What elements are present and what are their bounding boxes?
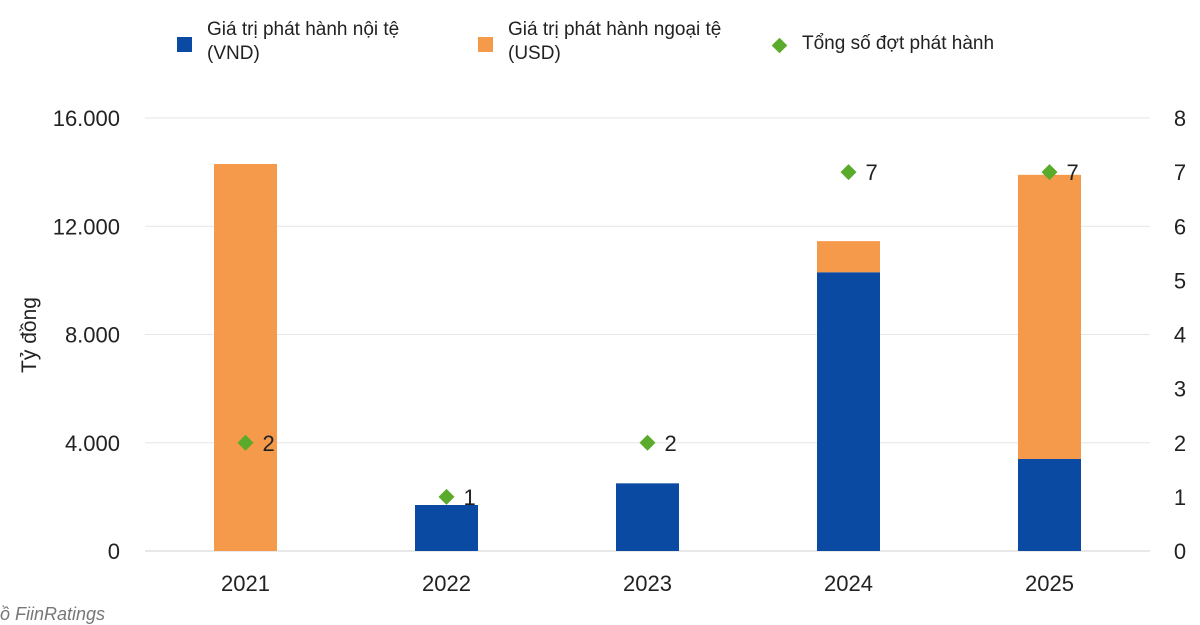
y2-tick-label: 3 (1174, 377, 1186, 402)
y-tick-label: 16.000 (53, 106, 120, 131)
y-axis-label: Tỷ đồng (18, 297, 41, 373)
x-tick-label: 2022 (422, 571, 471, 596)
count-marker-2024 (840, 164, 857, 181)
count-marker-2025 (1041, 164, 1058, 181)
y-tick-label: 0 (108, 539, 120, 564)
legend-item-usd: Giá trị phát hành ngoại tệ (USD) (478, 18, 758, 66)
legend-swatch-vnd (177, 37, 192, 52)
legend-label-usd: Giá trị phát hành ngoại tệ (USD) (508, 19, 722, 64)
bar-vnd-2024 (817, 272, 880, 551)
count-marker-2023 (639, 434, 656, 451)
y2-tick-label: 4 (1174, 323, 1186, 348)
source-note: ồ FiinRatings (0, 604, 106, 624)
bar-usd-2025 (1018, 174, 1081, 459)
y2-tick-label: 5 (1174, 268, 1186, 293)
count-data-label: 2 (263, 431, 275, 456)
x-tick-label: 2025 (1025, 571, 1074, 596)
y-tick-label: 4.000 (65, 431, 120, 456)
x-tick-label: 2021 (221, 571, 270, 596)
count-marker-2021 (237, 434, 254, 451)
count-data-label: 7 (866, 160, 878, 185)
x-tick-label: 2023 (623, 571, 672, 596)
y2-tick-label: 0 (1174, 539, 1186, 564)
bar-usd-2021 (214, 164, 277, 551)
bar-usd-2024 (817, 241, 880, 273)
bar-vnd-2025 (1018, 458, 1081, 551)
y2-tick-label: 1 (1174, 485, 1186, 510)
bar-vnd-2022 (415, 504, 478, 551)
count-marker-2022 (438, 488, 455, 505)
legend-item-count: Tổng số đợt phát hành (768, 18, 1068, 56)
y2-tick-label: 8 (1174, 106, 1186, 131)
count-data-label: 7 (1067, 160, 1079, 185)
y2-tick-label: 2 (1174, 431, 1186, 456)
legend-item-vnd: Giá trị phát hành nội tệ (VND) (177, 18, 437, 66)
y2-tick-label: 6 (1174, 214, 1186, 239)
bar-vnd-2023 (616, 483, 679, 551)
y-tick-label: 12.000 (53, 214, 120, 239)
count-data-label: 2 (665, 431, 677, 456)
legend-marker-count (771, 37, 788, 54)
count-data-label: 1 (464, 485, 476, 510)
x-tick-label: 2024 (824, 571, 873, 596)
y2-tick-label: 7 (1174, 160, 1186, 185)
legend-label-vnd: Giá trị phát hành nội tệ (VND) (207, 19, 400, 64)
legend-swatch-usd (478, 37, 493, 52)
y-tick-label: 8.000 (65, 323, 120, 348)
legend: Giá trị phát hành nội tệ (VND) Giá trị p… (0, 18, 1200, 78)
legend-label-count: Tổng số đợt phát hành (802, 33, 995, 54)
